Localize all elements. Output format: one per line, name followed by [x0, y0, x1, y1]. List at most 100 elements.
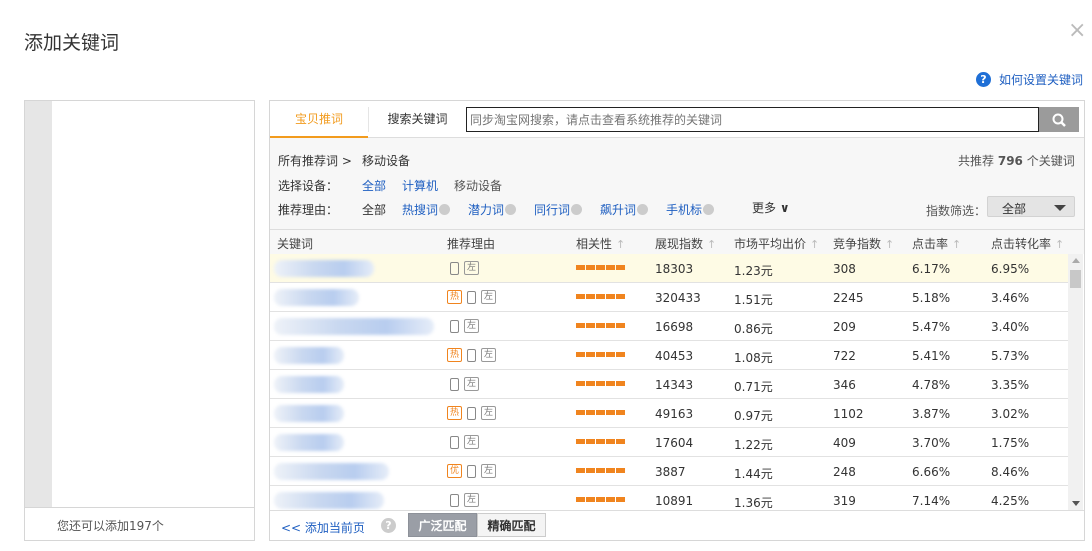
table-row[interactable]: 热左 40453 1.08元 722 5.41% 5.73%	[270, 341, 1068, 370]
question-icon[interactable]: ?	[381, 518, 396, 533]
col-price-label: 市场平均出价	[734, 237, 807, 251]
info-icon	[505, 204, 517, 215]
relevance-segment	[596, 265, 605, 270]
keyword-blurred[interactable]	[274, 347, 344, 364]
reason-potential[interactable]: 潜力词	[468, 201, 517, 218]
info-icon	[439, 204, 451, 215]
table-row[interactable]: 左 17604 1.22元 409 3.70% 1.75%	[270, 428, 1068, 457]
table-row[interactable]: 左 18303 1.23元 308 6.17% 6.95%	[270, 254, 1068, 283]
relevance-bar	[576, 468, 625, 473]
relevance-segment	[576, 439, 585, 444]
exact-match-button[interactable]: 精确匹配	[477, 513, 546, 537]
help-link[interactable]: ? 如何设置关键词	[976, 71, 1083, 88]
cell-competition: 209	[833, 320, 856, 334]
table-row[interactable]: 左 10891 1.36元 319 7.14% 4.25%	[270, 486, 1068, 510]
col-relevance[interactable]: 相关性 ↑	[576, 235, 625, 252]
keyword-blurred[interactable]	[274, 260, 374, 277]
device-tag: 左	[481, 406, 496, 420]
search-icon	[1052, 113, 1066, 127]
reason-icons: 热左	[447, 348, 496, 362]
table-row[interactable]: 热左 320433 1.51元 2245 5.18% 3.46%	[270, 283, 1068, 312]
index-filter-select[interactable]: 全部	[987, 196, 1075, 217]
help-link-label: 如何设置关键词	[999, 73, 1084, 87]
cell-price: 1.44元	[734, 467, 773, 481]
relevance-segment	[576, 410, 585, 415]
device-all[interactable]: 全部	[362, 179, 387, 193]
relevance-segment	[596, 381, 605, 386]
reason-rising[interactable]: 飙升词	[600, 201, 649, 218]
device-tag: 左	[464, 377, 479, 391]
breadcrumb-root[interactable]: 所有推荐词 >	[278, 154, 352, 168]
relevance-bar	[576, 265, 625, 270]
add-current-page-link[interactable]: << 添加当前页	[281, 521, 365, 535]
reason-peer-label: 同行词	[534, 203, 571, 217]
scroll-up-icon[interactable]	[1072, 258, 1080, 263]
relevance-segment	[606, 439, 615, 444]
keyword-blurred[interactable]	[274, 376, 344, 393]
col-price[interactable]: 市场平均出价 ↑	[734, 235, 819, 252]
col-display-label: 展现指数	[655, 237, 704, 251]
keyword-blurred[interactable]	[274, 463, 389, 480]
relevance-segment	[596, 468, 605, 473]
cell-display: 17604	[655, 436, 694, 450]
mobile-icon	[450, 377, 459, 391]
reason-icons: 左	[450, 319, 479, 333]
cell-ctr: 5.18%	[912, 291, 951, 305]
table-row[interactable]: 左 14343 0.71元 346 4.78% 3.35%	[270, 370, 1068, 399]
cell-ctr: 3.70%	[912, 436, 951, 450]
relevance-bar	[576, 439, 625, 444]
cell-competition: 722	[833, 349, 856, 363]
relevance-segment	[596, 323, 605, 328]
search-button[interactable]	[1039, 107, 1079, 132]
relevance-segment	[586, 352, 595, 357]
cell-ctr: 3.87%	[912, 407, 951, 421]
close-icon[interactable]: ×	[1068, 18, 1087, 43]
tab-item-recommend[interactable]: 宝贝推词	[270, 101, 368, 138]
device-mobile[interactable]: 移动设备	[454, 179, 503, 193]
table-row[interactable]: 优左 3887 1.44元 248 6.66% 8.46%	[270, 457, 1068, 486]
reason-hot[interactable]: 热搜词	[402, 201, 451, 218]
filter-area: 所有推荐词 > 移动设备 共推荐 796 个关键词 选择设备： 全部 计算机 移…	[270, 138, 1084, 230]
mobile-icon	[467, 464, 476, 478]
search-input[interactable]	[466, 107, 1039, 132]
keyword-blurred[interactable]	[274, 318, 434, 335]
relevance-segment	[606, 265, 615, 270]
mobile-icon	[450, 493, 459, 507]
cell-price: 1.36元	[734, 496, 773, 510]
more-button[interactable]: 更多 ∨	[752, 199, 790, 216]
broad-match-button[interactable]: 广泛匹配	[408, 513, 477, 537]
reason-mobile[interactable]: 手机标	[666, 201, 715, 218]
table-row[interactable]: 左 16698 0.86元 209 5.47% 3.40%	[270, 312, 1068, 341]
device-computer[interactable]: 计算机	[402, 179, 439, 193]
col-keyword: 关键词	[277, 237, 314, 251]
tab-search-keyword[interactable]: 搜索关键词	[368, 107, 466, 132]
reason-rising-label: 飙升词	[600, 203, 637, 217]
panel-strip	[25, 101, 52, 507]
caret-down-icon	[1054, 205, 1066, 211]
remaining-count: 您还可以添加197个	[25, 507, 254, 540]
reason-peer[interactable]: 同行词	[534, 201, 583, 218]
relevance-segment	[616, 294, 625, 299]
keyword-blurred[interactable]	[274, 289, 359, 306]
cell-ctr: 5.41%	[912, 349, 951, 363]
scroll-down-icon[interactable]	[1072, 501, 1080, 506]
col-relevance-label: 相关性	[576, 237, 613, 251]
device-tag: 左	[464, 261, 479, 275]
question-icon: ?	[976, 72, 991, 87]
total-prefix: 共推荐	[958, 154, 995, 168]
keyword-blurred[interactable]	[274, 434, 344, 451]
relevance-segment	[576, 468, 585, 473]
table-row[interactable]: 热左 49163 0.97元 1102 3.87% 3.02%	[270, 399, 1068, 428]
col-cvr[interactable]: 点击转化率 ↑	[991, 235, 1064, 252]
table-footer: << 添加当前页 ? 广泛匹配 精确匹配	[270, 510, 1084, 540]
scroll-thumb[interactable]	[1070, 270, 1081, 288]
cell-competition: 2245	[833, 291, 864, 305]
col-competition[interactable]: 竞争指数 ↑	[833, 235, 894, 252]
col-display[interactable]: 展现指数 ↑	[655, 235, 716, 252]
relevance-bar	[576, 497, 625, 502]
scrollbar[interactable]	[1068, 254, 1083, 510]
col-ctr[interactable]: 点击率 ↑	[912, 235, 961, 252]
keyword-blurred[interactable]	[274, 405, 344, 422]
keyword-blurred[interactable]	[274, 492, 384, 509]
reason-all[interactable]: 全部	[362, 203, 387, 217]
